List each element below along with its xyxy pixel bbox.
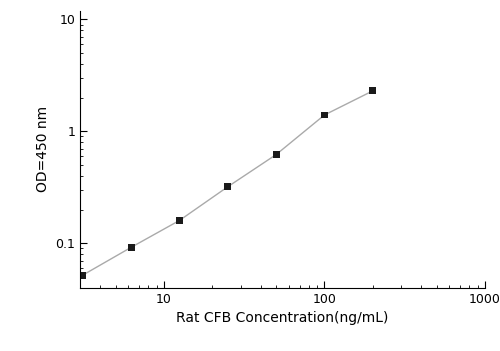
- Y-axis label: OD=450 nm: OD=450 nm: [36, 106, 50, 192]
- X-axis label: Rat CFB Concentration(ng/mL): Rat CFB Concentration(ng/mL): [176, 311, 388, 325]
- Point: [127, 245, 135, 250]
- Point: [224, 184, 232, 190]
- Point: [369, 88, 377, 94]
- Point: [320, 112, 328, 118]
- Point: [79, 272, 87, 278]
- Point: [272, 152, 280, 157]
- Point: [176, 218, 184, 223]
